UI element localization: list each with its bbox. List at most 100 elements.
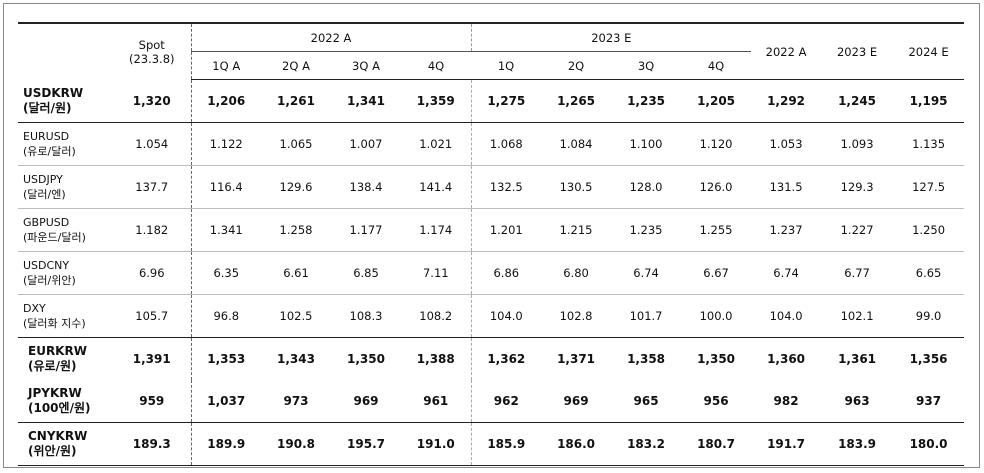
- table-cell: 1.341: [190, 208, 261, 252]
- table-cell: 1.084: [541, 122, 612, 166]
- row-label: USDCNY (달러/위안): [18, 251, 113, 295]
- table-cell: 969: [541, 380, 612, 423]
- table-cell: 108.2: [401, 294, 472, 338]
- table-cell: 1,391: [132, 352, 171, 366]
- table-cell: 1.250: [893, 208, 965, 252]
- table-cell: 1.007: [331, 122, 401, 166]
- table-cell: 108.3: [331, 294, 401, 338]
- table-cell: 1.093: [821, 122, 894, 166]
- table-cell: 6.61: [261, 251, 331, 295]
- table-cell: 195.7: [331, 422, 401, 466]
- table-row: EURKRW (유로/원) 1,391 1,353 1,343 1,350 1,388 1,3…: [18, 337, 964, 380]
- table-cell: 1.258: [261, 208, 331, 252]
- table-cell: 6.80: [541, 251, 612, 295]
- table-cell: 130.5: [541, 165, 612, 209]
- table-cell: 132.5: [470, 165, 542, 209]
- header-spot-label: Spot: [138, 37, 165, 52]
- table-cell: 6.74: [611, 251, 682, 295]
- table-cell: 963: [821, 380, 894, 423]
- table-cell: 1,350: [347, 352, 385, 366]
- table-cell: 7.11: [401, 251, 472, 295]
- header-q2023-3: 3Q: [611, 51, 682, 80]
- table-cell: 102.1: [821, 294, 894, 338]
- table-cell: 131.5: [751, 165, 822, 209]
- table-cell: 102.5: [261, 294, 331, 338]
- table-cell: 137.7: [113, 165, 191, 209]
- table-cell: 1,292: [751, 79, 822, 123]
- table-cell: 116.4: [190, 165, 261, 209]
- row-label-unit: (달러/위안): [23, 274, 76, 287]
- fx-forecast-table: Spot (23.3.8) 2022 A 2023 E 2022 A 2023 …: [18, 22, 965, 466]
- table-cell: 1,037: [190, 380, 261, 423]
- row-label-unit: (파운드/달러): [23, 231, 86, 244]
- table-cell: 1.120: [681, 122, 752, 166]
- table-cell: 129.3: [821, 165, 894, 209]
- row-label: DXY (달러화 지수): [18, 294, 113, 338]
- row-label: CNYKRW (위안/원): [18, 422, 113, 466]
- table-cell: 1.201: [470, 208, 542, 252]
- header-row-quarters: 1Q A 2Q A 3Q A 4Q 1Q 2Q 3Q 4Q: [18, 51, 964, 80]
- header-q2023-4: 4Q: [681, 51, 752, 80]
- table-cell: 100.0: [681, 294, 752, 338]
- header-q2022-4: 4Q: [401, 51, 472, 80]
- table-frame: [3, 3, 980, 468]
- table-cell: 962: [470, 380, 542, 423]
- header-group-2022: 2022 A: [190, 23, 472, 52]
- table-cell: 1,350: [697, 352, 736, 366]
- table-cell: 180.0: [893, 422, 965, 466]
- table-cell: 1.053: [751, 122, 822, 166]
- header-annual-2023: 2023 E: [821, 23, 894, 80]
- header-q2022-3: 3Q A: [331, 51, 401, 80]
- header-row-groups: Spot (23.3.8) 2022 A 2023 E 2022 A 2023 …: [18, 23, 965, 80]
- table-cell: 1,359: [401, 79, 472, 123]
- table-cell: 6.35: [190, 251, 261, 295]
- row-label: EURUSD (유로/달러): [18, 122, 113, 166]
- table-cell: 191.7: [751, 422, 822, 466]
- table-row: JPYKRW (100엔/원) 959 1,037 973 969 961 962 969 965…: [18, 380, 965, 423]
- row-label-name: DXY: [23, 302, 46, 315]
- table-cell: 141.4: [401, 165, 472, 209]
- table-cell: 99.0: [893, 294, 965, 338]
- table-cell: 6.67: [681, 251, 752, 295]
- table-cell: 102.8: [541, 294, 612, 338]
- table-cell: 965: [611, 380, 682, 423]
- table-cell: 1,353: [190, 337, 261, 380]
- table-cell: 1.065: [261, 122, 331, 166]
- table-cell: 104.0: [751, 294, 822, 338]
- table-row: DXY (달러화 지수) 105.7 96.8 102.5 108.3 108.2 104.0…: [18, 294, 965, 338]
- table-cell: 1.255: [681, 208, 752, 252]
- row-label-name: GBPUSD: [23, 216, 70, 229]
- table-row: EURUSD (유로/달러) 1.054 1.122 1.065 1.007 1.021 1.…: [18, 122, 965, 166]
- table-cell: 1,362: [470, 337, 542, 380]
- row-label-unit: (유로/달러): [23, 145, 76, 158]
- table-cell: 129.6: [261, 165, 331, 209]
- header-spot: Spot (23.3.8): [113, 23, 191, 80]
- header-q2023-2: 2Q: [541, 51, 612, 80]
- table-cell: 956: [681, 380, 752, 423]
- table-cell: 1.068: [470, 122, 542, 166]
- header-group-2023: 2023 E: [470, 23, 752, 52]
- table-cell: 1,206: [190, 79, 261, 123]
- row-label-name: EURUSD: [23, 130, 70, 143]
- table-cell: 1.122: [190, 122, 261, 166]
- row-label-name: USDJPY: [23, 173, 63, 186]
- table-cell: 961: [401, 380, 472, 423]
- row-label: USDKRW (달러/원): [18, 79, 113, 123]
- row-label-unit: (유로/원): [28, 359, 77, 373]
- table-cell: 1.100: [611, 122, 682, 166]
- table-row: USDCNY (달러/위안) 6.96 6.35 6.61 6.85 7.11 6.86 6.8…: [18, 251, 965, 295]
- header-label-blank: [18, 23, 113, 80]
- table-cell: 6.96: [113, 251, 191, 295]
- header-annual-2024: 2024 E: [893, 23, 965, 80]
- table-cell: 937: [893, 380, 965, 423]
- table-cell: 127.5: [893, 165, 965, 209]
- table-cell: 6.85: [331, 251, 401, 295]
- table-cell: 189.3: [113, 422, 191, 466]
- table-cell: 183.9: [821, 422, 894, 466]
- table-cell: 126.0: [681, 165, 752, 209]
- row-label-name: USDCNY: [23, 259, 70, 272]
- row-label-unit: (달러화 지수): [23, 317, 86, 330]
- table-cell: 1,205: [681, 79, 752, 123]
- table-cell: 6.77: [821, 251, 894, 295]
- table-cell: 105.7: [113, 294, 191, 338]
